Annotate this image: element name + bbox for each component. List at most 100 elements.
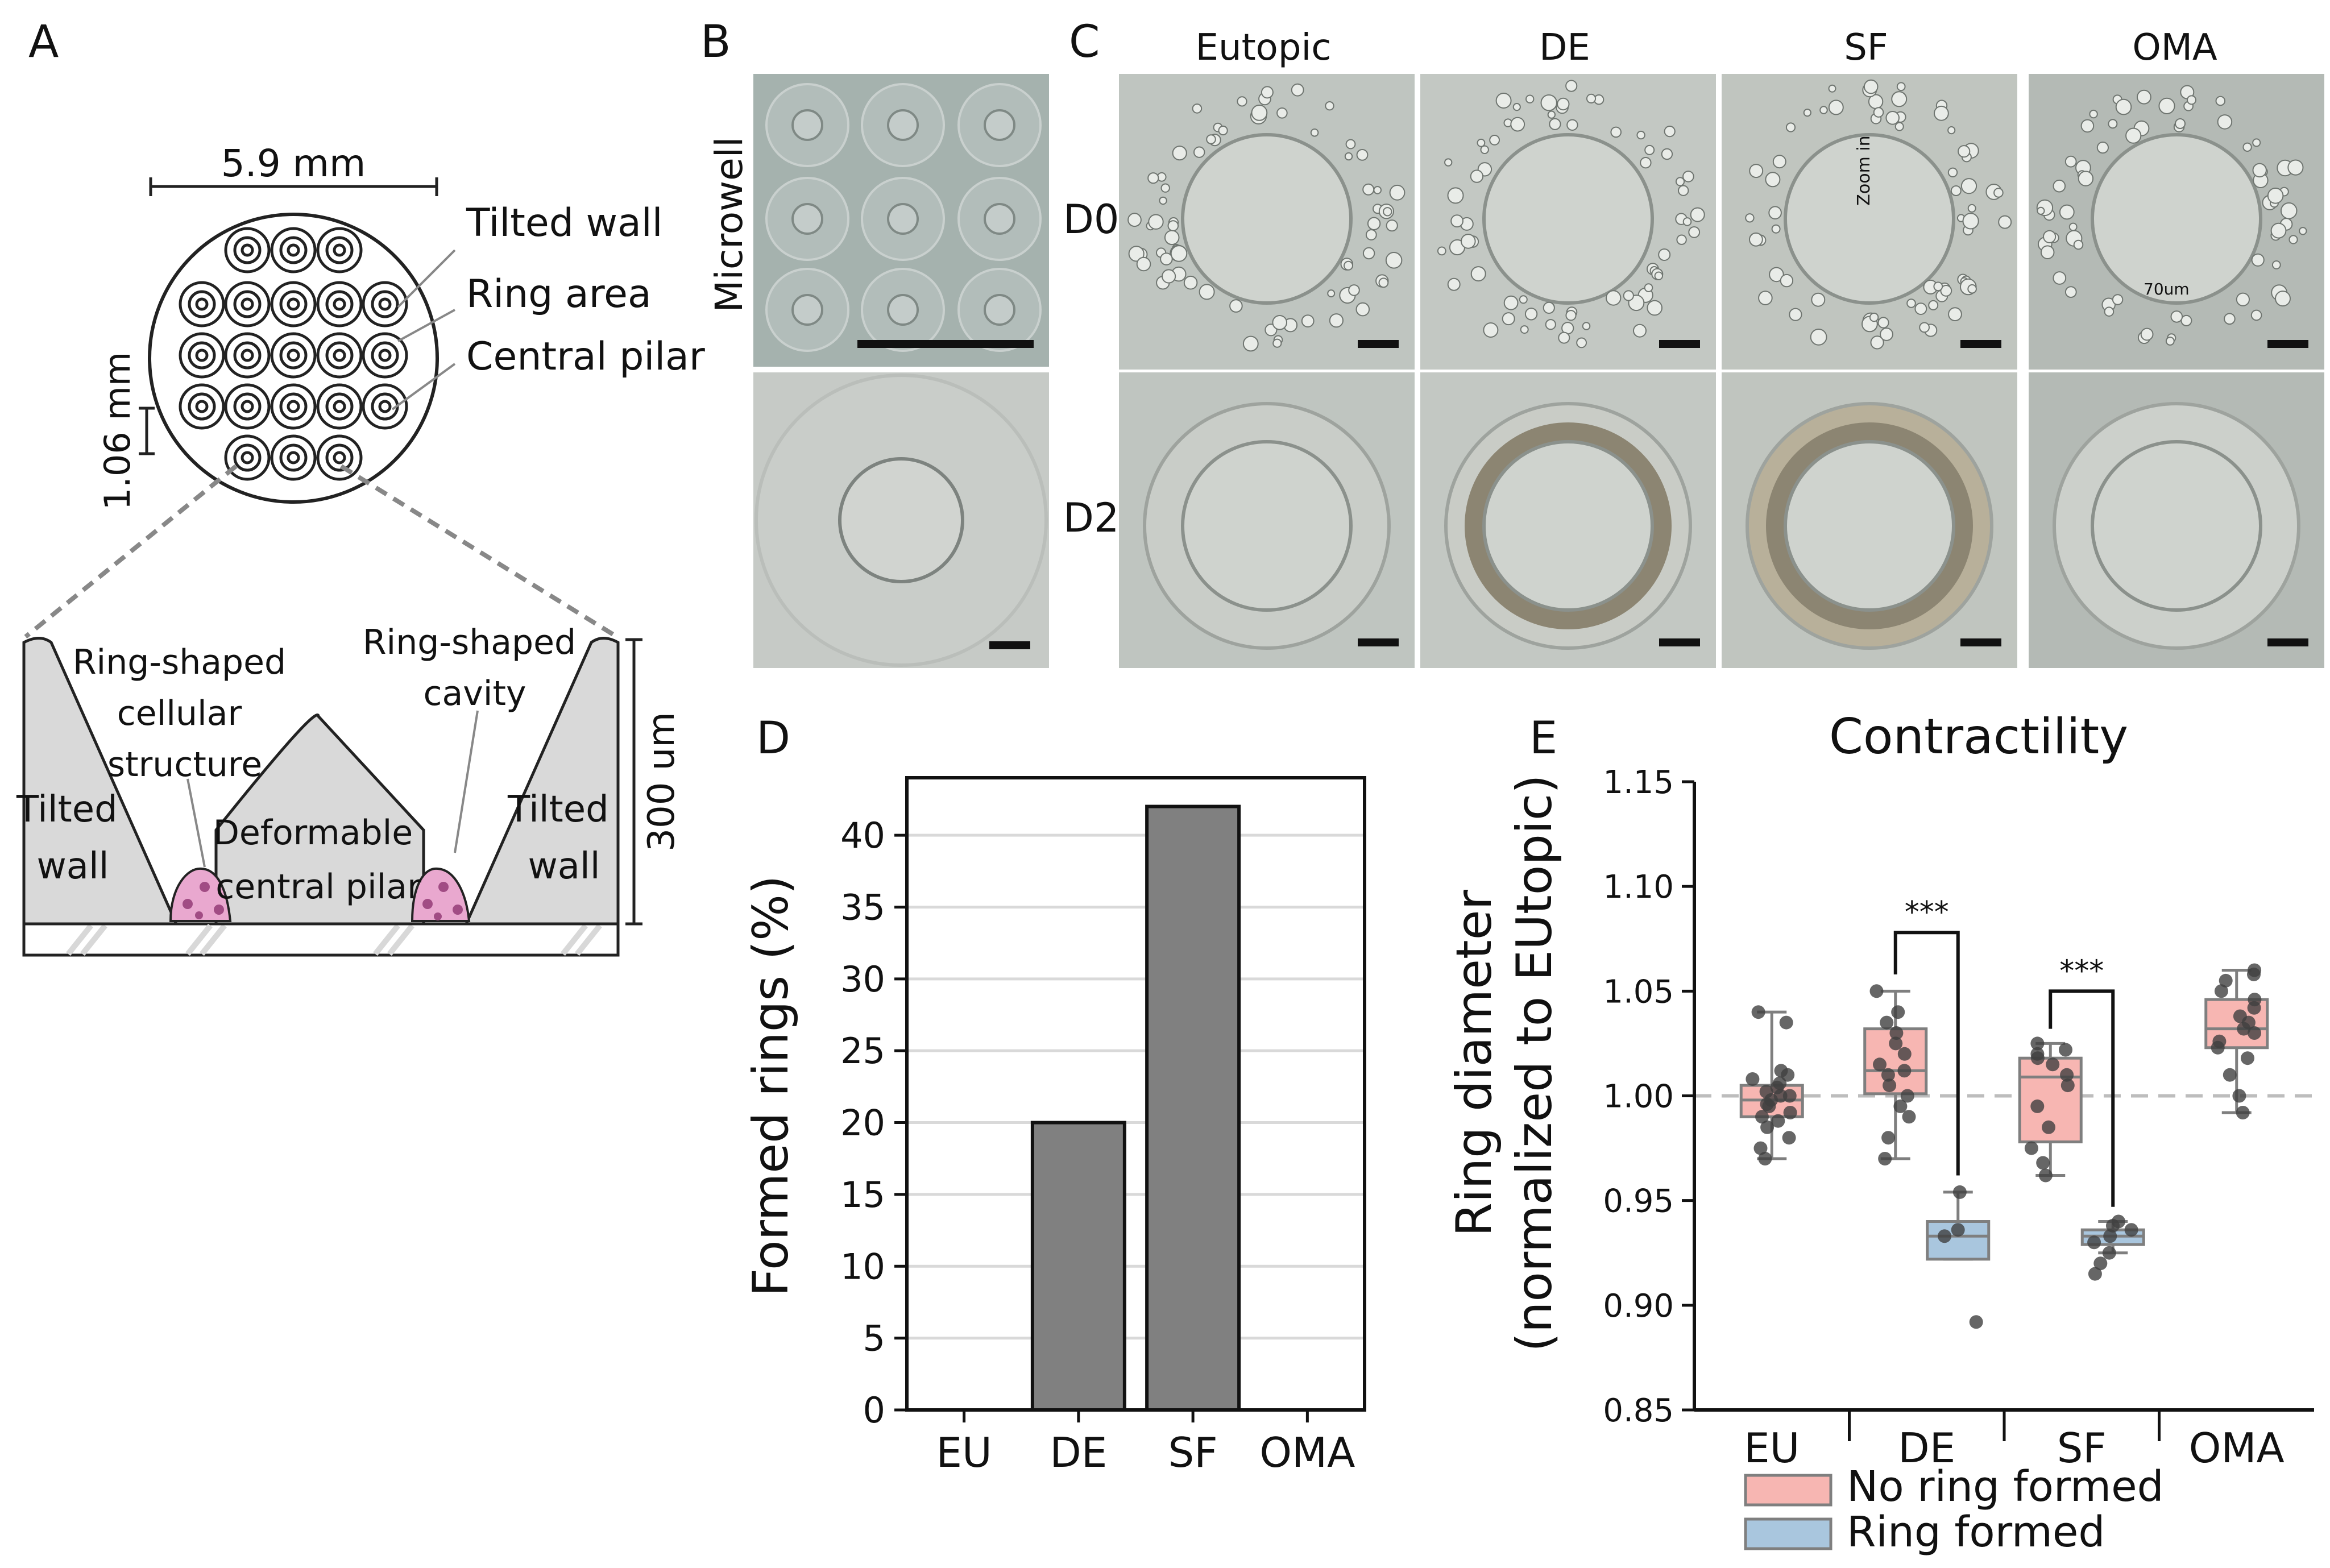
cell [1749,164,1764,179]
cell [1610,126,1622,138]
cell [1148,214,1164,230]
cell [2064,286,2077,298]
significance-label-sf: *** [2059,954,2104,988]
cell [1519,295,1528,304]
cell [2252,163,2267,178]
callout-line-cavity [454,710,479,853]
column-label-sf: SF [1844,27,1888,69]
callout-line-ring-area [397,309,455,342]
cell [1344,260,1353,271]
cell [2165,337,2175,346]
overview-pilar [791,294,823,326]
microwell-pilar [333,400,346,413]
cell [1365,229,1377,240]
cell [1356,149,1369,161]
spacing-label: 1.06 mm [97,352,138,511]
cell [2064,155,2077,168]
overview-pilar [791,203,823,235]
micrograph-grid [1119,74,2324,668]
cell [1636,130,1645,140]
cell [2080,119,2095,133]
cell [1524,308,1538,321]
cell [1362,247,1375,260]
panel-letter-b: B [700,16,731,68]
data-point [1873,1057,1887,1072]
overview-pilar [984,294,1015,326]
ring-structure-label: Ring-shaped cellular structure [73,642,297,785]
column-label-eutopic: Eutopic [1196,27,1332,69]
cell [1768,206,1782,220]
cell [1688,226,1701,238]
cell [1828,84,1836,93]
cell [1690,207,1705,222]
cell [1789,308,1802,321]
cell [1675,177,1685,186]
data-point [2038,1168,2053,1183]
cross-section-diagram: 300 um Ring-shaped cellular structure Ri… [16,623,683,957]
data-point [1755,1110,1769,1124]
cell [1647,300,1662,316]
microwell-overview-wells [765,83,1042,352]
cell [1261,86,1274,99]
central-pilar-image [1181,133,1353,305]
panel-a: A 5.9 mm 1.06 mm Tilted wall Ring area C… [16,16,705,957]
panel-letter-c: C [1069,16,1100,68]
ytick-label: 1.10 [1603,869,1674,906]
cell [2299,227,2307,235]
cell [1582,322,1591,330]
cell [1310,128,1319,137]
cell [1510,117,1525,132]
cell [2073,239,2084,250]
left-tilted-wall [22,637,179,926]
xtick-label-sf: SF [2057,1424,2107,1472]
data-point [1889,1026,1904,1040]
cell [1160,183,1170,193]
microwell-pilar [241,349,254,362]
cell [2242,142,2252,152]
cell [2271,260,2281,269]
microwell-array [179,227,408,481]
ytick-label: 30 [840,959,885,1000]
microwell-pilar [241,400,254,413]
ytick-label: 20 [840,1102,885,1144]
data-point [1878,1152,1892,1165]
chart-d-ylabel: Formed rings (%) [743,876,799,1297]
ytick-label: 1.00 [1603,1078,1674,1115]
microwell-pilar [241,297,254,311]
data-point [2219,973,2233,988]
cell [1811,292,1826,307]
cell [1383,207,1392,217]
cell [1565,310,1577,321]
cell [2096,142,2109,154]
cell [2158,97,2175,114]
microwell-pilar [333,349,346,362]
cell [2217,114,2233,130]
cell [1967,204,1976,213]
cell [1520,325,1529,334]
panel-letter-e: E [1529,713,1557,764]
cell [1828,99,1844,115]
cell [1803,109,1811,117]
data-point [2087,1235,2101,1250]
cell [1291,83,1304,97]
cell [1877,317,1889,329]
data-point [1881,1068,1895,1082]
data-point [2030,1047,2045,1061]
ytick-label: 10 [840,1246,885,1287]
microwell-pilar [287,349,300,362]
cell [1785,122,1796,132]
cell [1470,266,1486,282]
cell [1664,126,1676,138]
legend-label-ring: Ring formed [1847,1508,2105,1557]
cell [2180,314,2192,326]
chart-e-ylabel-line2: (normalized to EUtopic) [1506,774,1563,1351]
cell [1389,184,1406,201]
callout-ring-area: Ring area [466,272,652,317]
cell [1998,215,2012,229]
cell [1819,106,1828,114]
panel-d: D Formed rings (%) 0 5 10 15 20 25 30 35 40 EU DE S… [743,713,1366,1476]
data-point [1758,1152,1772,1165]
plot-frame-d [905,776,1366,1412]
data-point [2102,1246,2116,1260]
cell [1993,188,2004,198]
